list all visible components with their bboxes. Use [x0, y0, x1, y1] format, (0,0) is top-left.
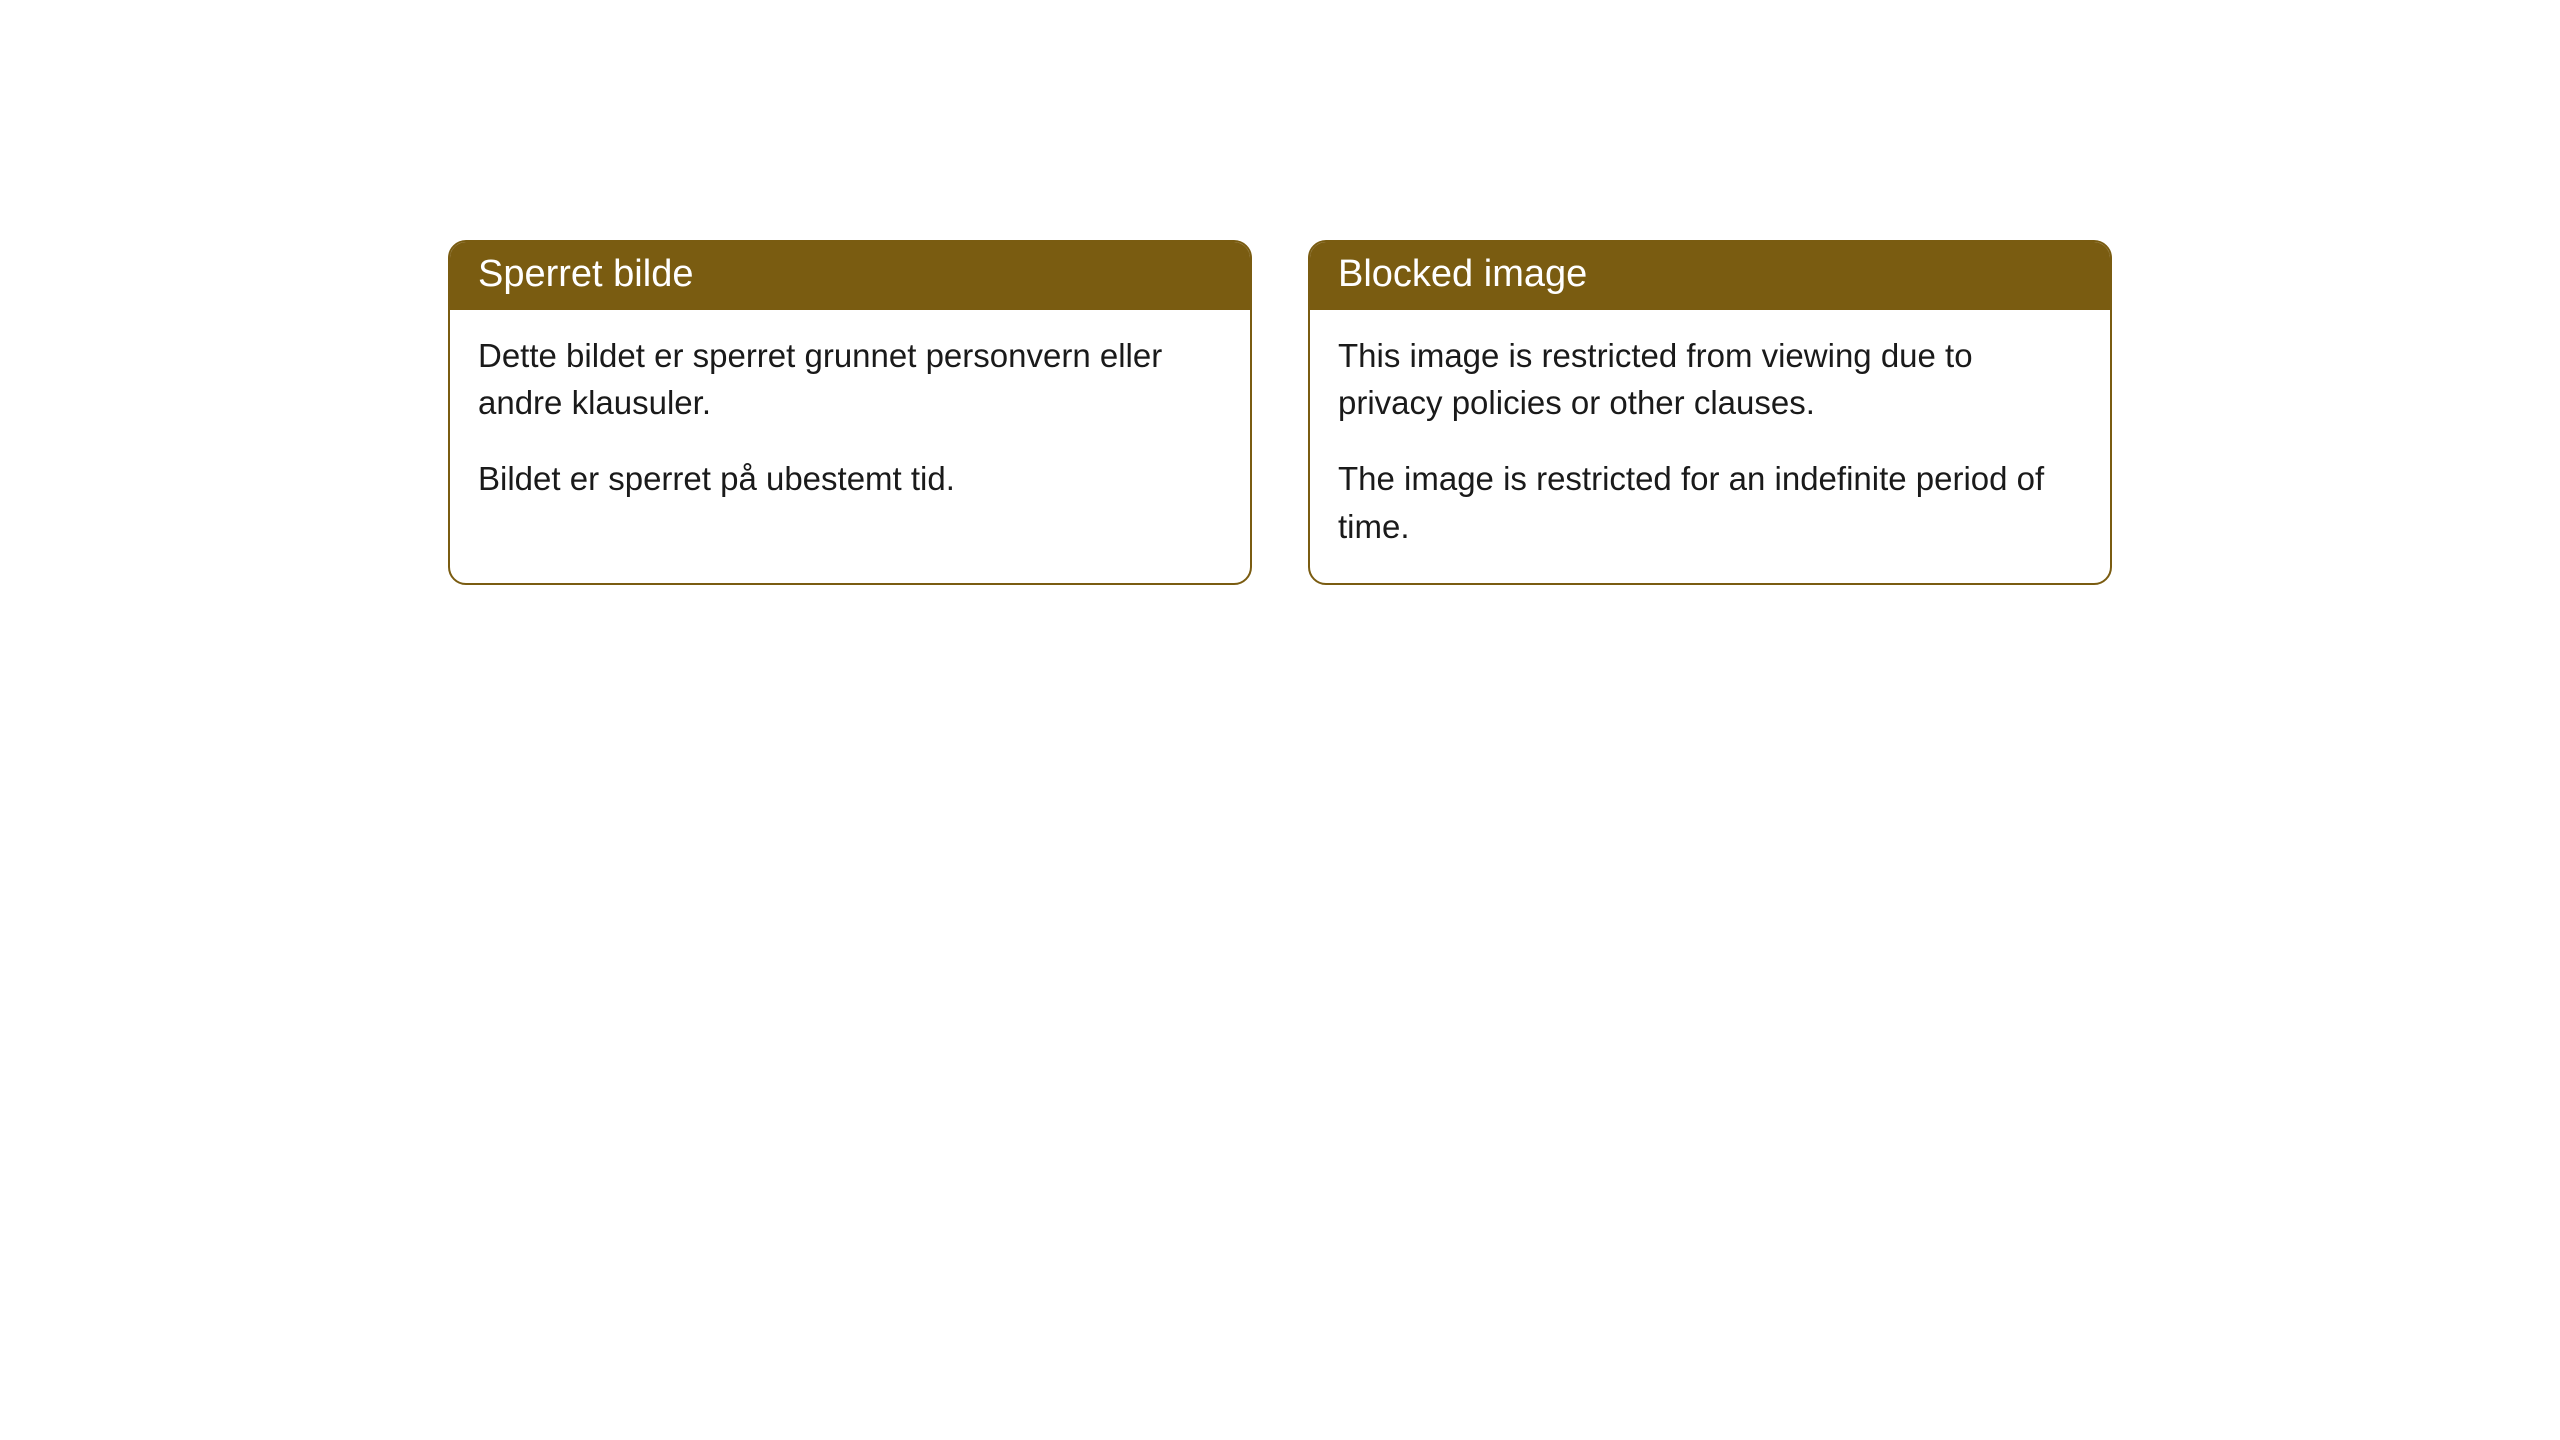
card-body: This image is restricted from viewing du… [1310, 310, 2110, 583]
card-header: Sperret bilde [450, 242, 1250, 310]
card-header: Blocked image [1310, 242, 2110, 310]
card-paragraph-2: Bildet er sperret på ubestemt tid. [478, 455, 1222, 503]
cards-container: Sperret bilde Dette bildet er sperret gr… [448, 240, 2112, 585]
blocked-image-card-norwegian: Sperret bilde Dette bildet er sperret gr… [448, 240, 1252, 585]
card-paragraph-1: This image is restricted from viewing du… [1338, 332, 2082, 428]
card-body: Dette bildet er sperret grunnet personve… [450, 310, 1250, 536]
card-title: Sperret bilde [478, 253, 693, 295]
blocked-image-card-english: Blocked image This image is restricted f… [1308, 240, 2112, 585]
card-paragraph-2: The image is restricted for an indefinit… [1338, 455, 2082, 551]
card-title: Blocked image [1338, 253, 1587, 295]
card-paragraph-1: Dette bildet er sperret grunnet personve… [478, 332, 1222, 428]
